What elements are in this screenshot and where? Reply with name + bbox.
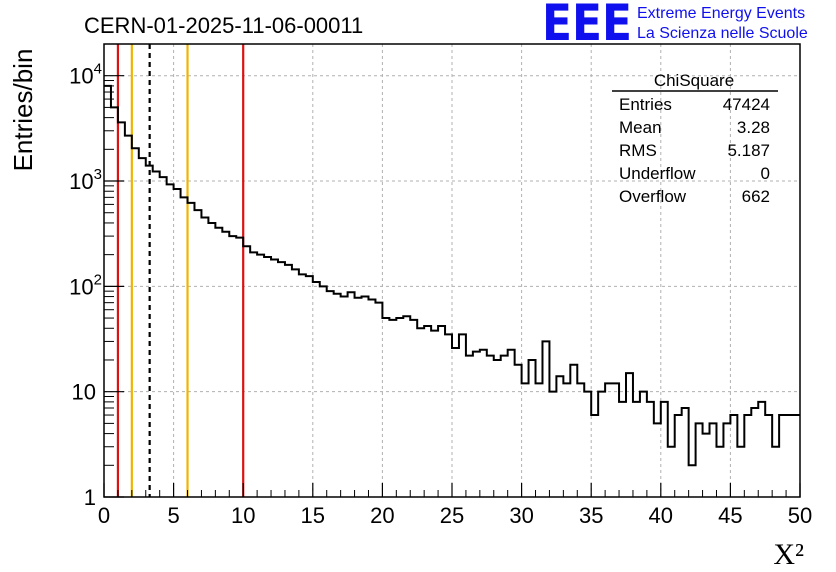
y-tick-label: 102	[69, 271, 102, 299]
x-tick-label: 50	[788, 503, 812, 528]
logo-line-2: La Scienza nelle Scuole	[637, 25, 808, 42]
x-tick-label: 0	[98, 503, 110, 528]
x-tick-label: 10	[231, 503, 255, 528]
stats-title: ChiSquare	[654, 71, 734, 90]
stats-value: 3.28	[737, 118, 770, 137]
stats-value: 0	[761, 164, 770, 183]
eee-logo-mark: EEE	[542, 0, 632, 52]
grid	[104, 44, 800, 497]
stats-box: ChiSquare Entries 47424 Mean 3.28 RMS 5.187 Un…	[612, 71, 778, 206]
marker-lines	[116, 44, 245, 497]
logo-line-1: Extreme Energy Events	[637, 5, 805, 22]
histogram-series	[104, 84, 800, 467]
x-axis-label: Χ²	[773, 538, 804, 571]
y-tick-label: 1	[84, 485, 96, 510]
x-tick-label: 20	[370, 503, 394, 528]
stats-label: Overflow	[619, 187, 687, 206]
stats-label: Mean	[619, 118, 662, 137]
eee-logo: EEE Extreme Energy Events La Scienza nel…	[542, 0, 808, 52]
stats-value: 5.187	[727, 141, 770, 160]
stats-label: RMS	[619, 141, 657, 160]
y-tick-label: 103	[69, 166, 102, 194]
x-tick-label: 30	[509, 503, 533, 528]
x-tick-label: 40	[649, 503, 673, 528]
y-tick-label: 104	[69, 61, 102, 89]
stats-value: 47424	[723, 95, 770, 114]
chart-title: CERN-01-2025-11-06-00011	[84, 13, 363, 38]
x-tick-label: 15	[301, 503, 325, 528]
y-tick-label: 10	[72, 380, 96, 405]
y-axis: 1 10 102 103 104	[69, 61, 124, 510]
y-axis-label: Entries/bin	[8, 49, 38, 172]
x-axis: 0 5 10 15 20 25 30 35 40 45 50	[98, 483, 812, 528]
x-tick-label: 35	[579, 503, 603, 528]
x-tick-label: 25	[440, 503, 464, 528]
x-tick-label: 45	[718, 503, 742, 528]
stats-label: Entries	[619, 95, 672, 114]
stats-label: Underflow	[619, 164, 696, 183]
stats-value: 662	[742, 187, 770, 206]
x-tick-label: 5	[167, 503, 179, 528]
